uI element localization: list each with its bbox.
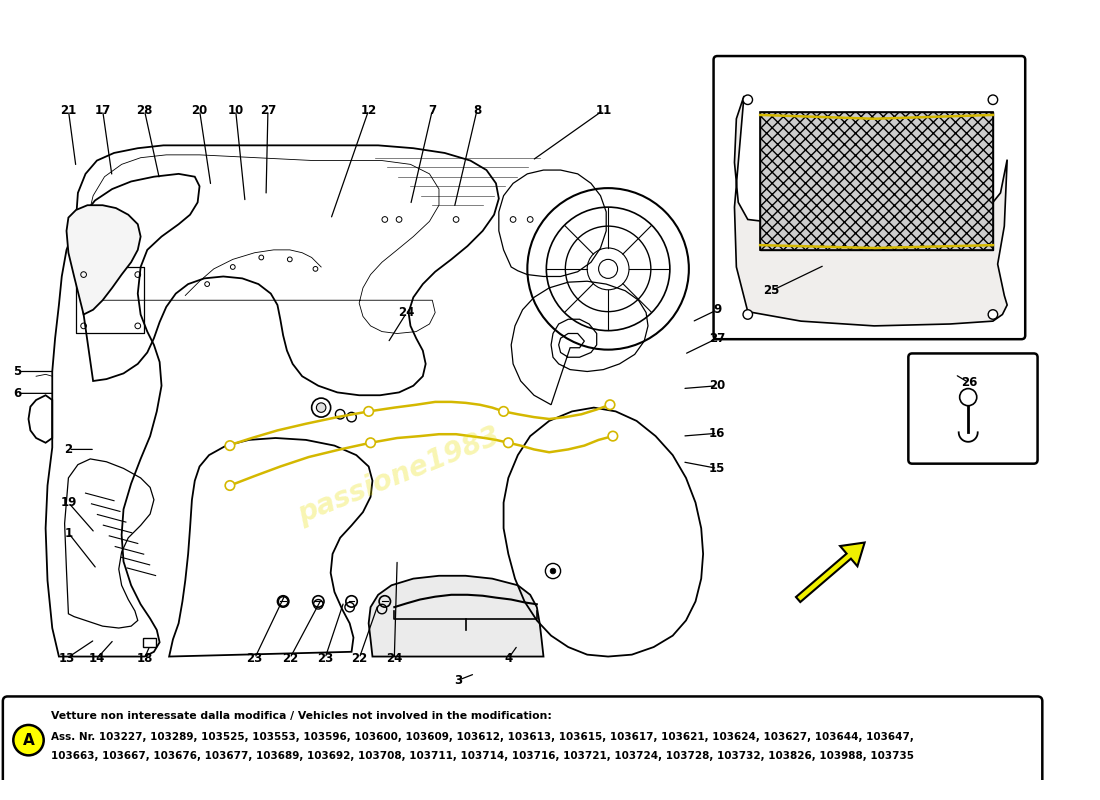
Circle shape — [988, 95, 998, 105]
Text: 10: 10 — [228, 104, 244, 117]
Text: 28: 28 — [136, 104, 153, 117]
Text: 19: 19 — [60, 496, 77, 509]
Text: 22: 22 — [282, 652, 298, 665]
Circle shape — [317, 403, 326, 412]
Text: 11: 11 — [595, 104, 612, 117]
Text: 23: 23 — [246, 652, 263, 665]
Text: 15: 15 — [710, 462, 726, 475]
Text: 18: 18 — [136, 652, 153, 665]
Bar — [143, 638, 156, 647]
Circle shape — [318, 405, 324, 410]
Polygon shape — [368, 576, 543, 657]
Polygon shape — [735, 96, 1008, 326]
Text: 9: 9 — [713, 303, 722, 316]
Text: 103663, 103667, 103676, 103677, 103689, 103692, 103708, 103711, 103714, 103716, : 103663, 103667, 103676, 103677, 103689, … — [52, 751, 914, 762]
Circle shape — [742, 95, 752, 105]
Circle shape — [498, 406, 508, 416]
Text: 2: 2 — [64, 443, 73, 456]
Text: 4: 4 — [504, 652, 513, 665]
FancyBboxPatch shape — [3, 697, 1043, 785]
Text: 12: 12 — [361, 104, 377, 117]
Text: passione1983: passione1983 — [294, 422, 505, 530]
Circle shape — [364, 406, 373, 416]
Text: 22: 22 — [351, 652, 367, 665]
Circle shape — [226, 481, 234, 490]
Text: 27: 27 — [260, 104, 276, 117]
Polygon shape — [66, 206, 141, 314]
Text: 16: 16 — [710, 426, 726, 440]
Text: 17: 17 — [95, 104, 111, 117]
Text: 13: 13 — [58, 652, 75, 665]
Text: 24: 24 — [398, 306, 415, 319]
Bar — [760, 112, 993, 250]
Text: 24: 24 — [386, 652, 403, 665]
Text: 27: 27 — [710, 332, 726, 345]
Text: 26: 26 — [961, 376, 977, 390]
Bar — [760, 112, 993, 250]
Text: 3: 3 — [454, 674, 462, 686]
Text: Ass. Nr. 103227, 103289, 103525, 103553, 103596, 103600, 103609, 103612, 103613,: Ass. Nr. 103227, 103289, 103525, 103553,… — [52, 732, 914, 742]
Circle shape — [988, 310, 998, 319]
Text: 21: 21 — [60, 104, 77, 117]
Circle shape — [608, 431, 617, 441]
Circle shape — [504, 438, 513, 447]
Text: 20: 20 — [191, 104, 208, 117]
Text: 25: 25 — [763, 284, 780, 298]
Text: 23: 23 — [317, 652, 333, 665]
Text: Vetture non interessate dalla modifica / Vehicles not involved in the modificati: Vetture non interessate dalla modifica /… — [52, 711, 552, 722]
Circle shape — [605, 400, 615, 410]
Text: 6: 6 — [13, 387, 21, 400]
Circle shape — [959, 389, 977, 406]
Text: 14: 14 — [89, 652, 106, 665]
Text: 5: 5 — [13, 365, 21, 378]
Text: A: A — [23, 733, 34, 748]
Text: 20: 20 — [710, 379, 726, 392]
Circle shape — [742, 310, 752, 319]
FancyBboxPatch shape — [714, 56, 1025, 339]
Circle shape — [550, 568, 556, 574]
Circle shape — [13, 725, 44, 755]
Circle shape — [311, 398, 331, 417]
Text: 7: 7 — [428, 104, 437, 117]
Circle shape — [315, 401, 328, 414]
Circle shape — [226, 441, 234, 450]
Text: 8: 8 — [473, 104, 481, 117]
Circle shape — [366, 438, 375, 447]
FancyArrow shape — [796, 542, 865, 602]
Text: 1: 1 — [64, 526, 73, 539]
FancyBboxPatch shape — [909, 354, 1037, 464]
